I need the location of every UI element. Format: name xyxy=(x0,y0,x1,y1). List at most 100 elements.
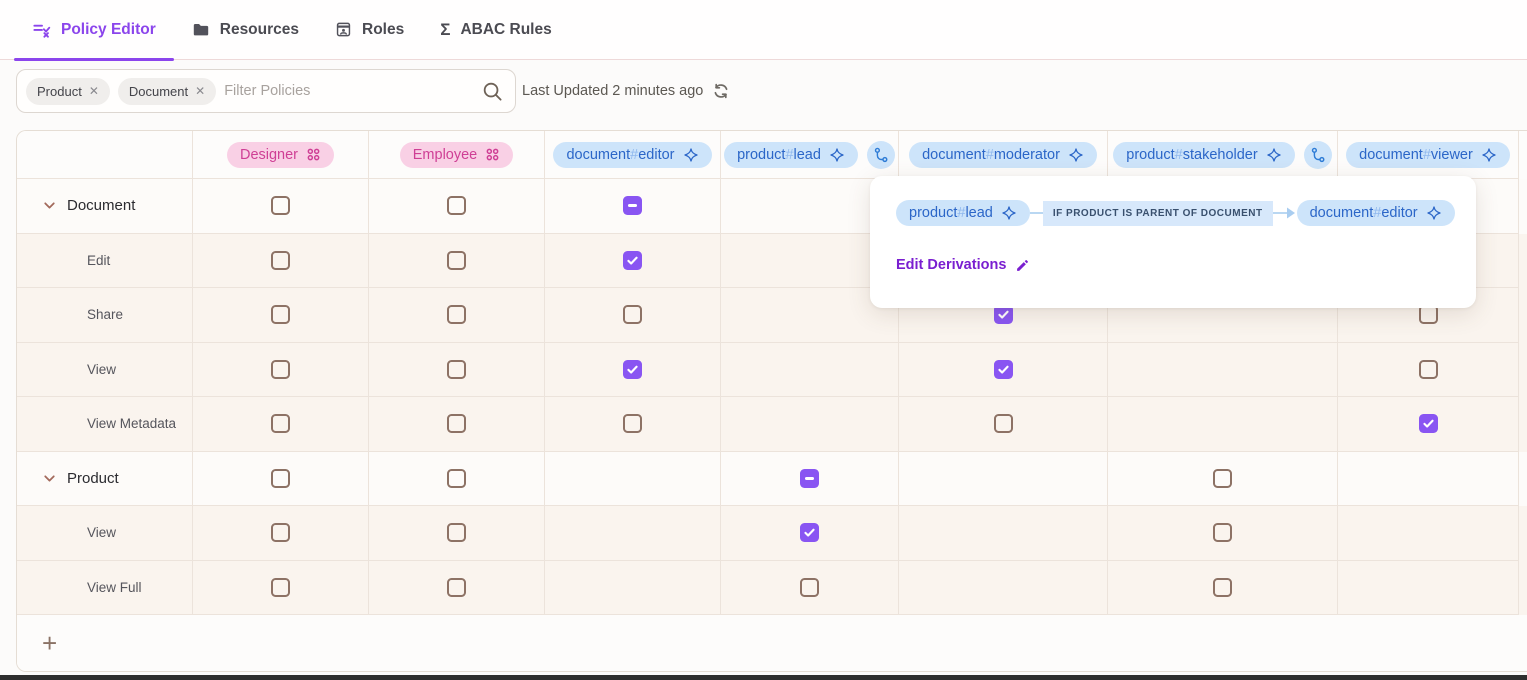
derived-relation-branch-icon[interactable] xyxy=(1303,140,1332,169)
permission-checkbox-unchecked[interactable] xyxy=(623,305,642,325)
permission-row-label: View xyxy=(87,525,117,541)
header-label-cell xyxy=(17,131,193,179)
relation-column-chip[interactable]: document#moderator xyxy=(909,141,1097,168)
permission-checkbox-unchecked[interactable] xyxy=(447,414,466,434)
permission-checkbox-unchecked[interactable] xyxy=(447,577,466,597)
filter-policies-input[interactable] xyxy=(224,83,474,99)
edit-derivations-link[interactable]: Edit Derivations xyxy=(896,257,1452,273)
permission-checkbox-unchecked[interactable] xyxy=(271,414,290,434)
permission-checkbox-unchecked[interactable] xyxy=(271,196,290,216)
table-row: View xyxy=(17,506,1527,561)
permission-checkbox-unchecked[interactable] xyxy=(1213,577,1232,597)
policy-cell xyxy=(369,288,545,343)
row-label-cell: View xyxy=(17,342,193,397)
permission-row-label: View Full xyxy=(87,579,142,595)
policy-cell xyxy=(545,233,721,288)
permission-checkbox-unchecked[interactable] xyxy=(447,468,466,488)
relation-object: document xyxy=(566,146,631,163)
chevron-down-icon[interactable] xyxy=(41,197,58,214)
resource-row-label: Document xyxy=(67,197,136,215)
add-policy-row-button[interactable]: + xyxy=(42,628,58,658)
permission-checkbox-unchecked[interactable] xyxy=(993,414,1013,434)
close-icon[interactable]: ✕ xyxy=(88,84,99,98)
policy-cell xyxy=(1108,506,1338,561)
permission-checkbox-unchecked[interactable] xyxy=(447,250,466,270)
search-icon[interactable] xyxy=(482,81,503,102)
header-cell: Designer xyxy=(193,131,369,179)
refresh-icon[interactable] xyxy=(713,83,729,99)
target-relation-chip[interactable]: document#editor xyxy=(1296,200,1455,226)
filter-chip-product[interactable]: Product ✕ xyxy=(26,77,110,105)
header-cell: product#stakeholder xyxy=(1108,131,1338,179)
sparkle-icon xyxy=(1481,147,1497,163)
tab-label: Policy Editor xyxy=(61,20,156,38)
permission-checkbox-unchecked[interactable] xyxy=(447,305,466,325)
policy-cell xyxy=(721,560,899,615)
edit-derivations-label: Edit Derivations xyxy=(896,257,1007,273)
permission-checkbox-indeterminate[interactable] xyxy=(800,468,819,488)
header-cell: product#lead xyxy=(721,131,899,179)
policy-cell xyxy=(899,342,1108,397)
relation-column-chip[interactable]: document#editor xyxy=(553,141,712,168)
policy-cell xyxy=(721,506,899,561)
permission-checkbox-unchecked[interactable] xyxy=(1213,468,1232,488)
relation-name: lead xyxy=(965,205,993,221)
permission-checkbox-indeterminate[interactable] xyxy=(623,196,642,216)
sparkle-icon xyxy=(1266,147,1282,163)
chevron-down-icon[interactable] xyxy=(41,470,58,487)
close-icon[interactable]: ✕ xyxy=(195,84,206,98)
policy-cell xyxy=(369,179,545,234)
role-column-chip[interactable]: Designer xyxy=(226,141,335,168)
policy-cell xyxy=(721,288,899,343)
permission-row-label: View xyxy=(87,361,117,377)
table-header-row: Designer Employee document#editor product#l… xyxy=(17,131,1527,179)
tab-resources[interactable]: Resources xyxy=(174,0,317,60)
permission-checkbox-unchecked[interactable] xyxy=(447,196,466,216)
permission-checkbox-unchecked[interactable] xyxy=(271,577,290,597)
header-filler-cell xyxy=(1519,131,1527,179)
policy-cell xyxy=(545,451,721,506)
policy-cell xyxy=(369,397,545,452)
policy-editor-icon xyxy=(32,20,51,39)
permission-checkbox-checked[interactable] xyxy=(623,250,642,270)
permission-checkbox-unchecked[interactable] xyxy=(1418,359,1438,379)
row-label-cell: View xyxy=(17,506,193,561)
filter-chip-label: Product xyxy=(37,83,82,99)
role-column-chip[interactable]: Employee xyxy=(399,141,514,168)
permission-checkbox-unchecked[interactable] xyxy=(271,359,290,379)
sparkle-icon xyxy=(683,147,699,163)
header-cell: Employee xyxy=(369,131,545,179)
policy-cell xyxy=(1338,560,1519,615)
permission-checkbox-unchecked[interactable] xyxy=(623,414,642,434)
permission-checkbox-unchecked[interactable] xyxy=(447,523,466,543)
relation-column-chip[interactable]: document#viewer xyxy=(1346,141,1510,168)
table-body: Document Edit Share View View Metadata Produc… xyxy=(17,179,1527,615)
derived-relation-branch-icon[interactable] xyxy=(866,140,895,169)
table-footer-row: + xyxy=(17,615,1527,671)
permission-checkbox-unchecked[interactable] xyxy=(447,359,466,379)
filter-chip-document[interactable]: Document ✕ xyxy=(117,77,217,105)
permission-checkbox-checked[interactable] xyxy=(993,359,1013,379)
relation-column-chip[interactable]: product#stakeholder xyxy=(1113,141,1295,168)
policy-cell xyxy=(545,560,721,615)
permission-checkbox-unchecked[interactable] xyxy=(271,468,290,488)
tab-roles[interactable]: Roles xyxy=(317,0,422,60)
permission-checkbox-checked[interactable] xyxy=(1418,414,1438,434)
roles-badge-icon xyxy=(335,21,352,38)
permission-checkbox-unchecked[interactable] xyxy=(271,250,290,270)
permission-checkbox-unchecked[interactable] xyxy=(800,577,819,597)
permission-checkbox-unchecked[interactable] xyxy=(1213,523,1232,543)
permission-checkbox-checked[interactable] xyxy=(623,359,642,379)
tab-abac-rules[interactable]: Σ ABAC Rules xyxy=(422,0,570,60)
tab-policy-editor[interactable]: Policy Editor xyxy=(14,0,174,61)
policy-cell xyxy=(899,451,1108,506)
permission-checkbox-checked[interactable] xyxy=(800,523,819,543)
policy-cell xyxy=(899,288,1108,343)
source-relation-chip[interactable]: product#lead xyxy=(896,200,1030,226)
permission-checkbox-unchecked[interactable] xyxy=(271,523,290,543)
permission-checkbox-checked[interactable] xyxy=(993,305,1013,325)
permission-checkbox-unchecked[interactable] xyxy=(271,305,290,325)
filter-chip-label: Document xyxy=(128,83,189,99)
relation-column-chip[interactable]: product#lead xyxy=(724,141,858,168)
permission-checkbox-unchecked[interactable] xyxy=(1418,305,1438,325)
